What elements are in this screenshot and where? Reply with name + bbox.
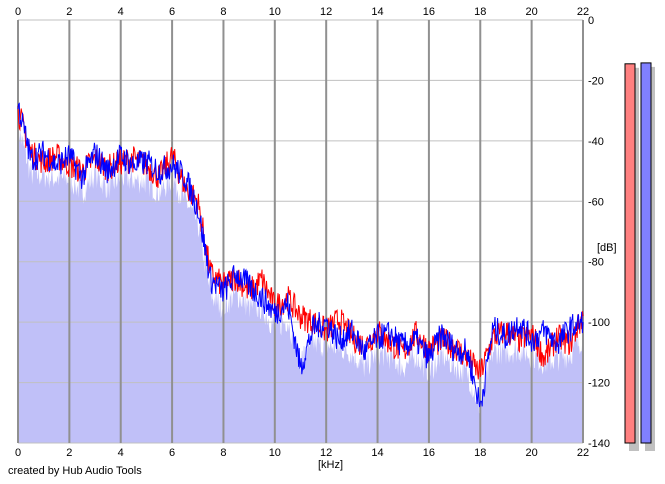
x-tick-label-bottom: 0: [15, 447, 21, 459]
x-tick-label-top: 12: [320, 6, 332, 18]
x-tick-label-bottom: 14: [371, 447, 383, 459]
x-tick-label-top: 2: [66, 6, 72, 18]
x-tick-label-top: 6: [169, 6, 175, 18]
x-tick-label-bottom: 16: [423, 447, 435, 459]
x-tick-label-bottom: 8: [220, 447, 226, 459]
y-tick-label: -40: [588, 136, 604, 148]
x-tick-label-top: 8: [220, 6, 226, 18]
x-axis-label: [kHz]: [318, 459, 344, 471]
y-tick-label: -100: [588, 317, 610, 329]
x-tick-label-bottom: 2: [66, 447, 72, 459]
x-tick-label-bottom: 18: [474, 447, 486, 459]
x-tick-label-top: 10: [269, 6, 281, 18]
y-tick-label: -120: [588, 378, 610, 390]
x-tick-label-bottom: 10: [269, 447, 281, 459]
y-tick-label: -140: [588, 438, 610, 450]
y-tick-label: -80: [588, 257, 604, 269]
x-tick-label-top: 22: [577, 6, 589, 18]
y-tick-label: 0: [588, 15, 594, 27]
y-axis-label: [dB]: [597, 242, 617, 254]
x-tick-label-top: 0: [15, 6, 21, 18]
level-meter-right: [640, 62, 652, 444]
x-tick-label-top: 4: [118, 6, 124, 18]
level-meter-left: [624, 63, 636, 444]
x-tick-label-top: 18: [474, 6, 486, 18]
x-tick-label-bottom: 12: [320, 447, 332, 459]
x-tick-label-top: 16: [423, 6, 435, 18]
x-tick-label-bottom: 4: [118, 447, 124, 459]
y-tick-label: -20: [588, 75, 604, 87]
series-line-right: [17, 102, 584, 408]
spectrum-fill-area: [18, 116, 583, 443]
x-tick-label-top: 14: [371, 6, 383, 18]
x-tick-label-bottom: 6: [169, 447, 175, 459]
x-tick-label-bottom: 22: [577, 447, 589, 459]
x-tick-label-top: 20: [526, 6, 538, 18]
y-tick-label: -60: [588, 196, 604, 208]
x-tick-label-bottom: 20: [526, 447, 538, 459]
credit-text: created by Hub Audio Tools: [8, 465, 142, 477]
